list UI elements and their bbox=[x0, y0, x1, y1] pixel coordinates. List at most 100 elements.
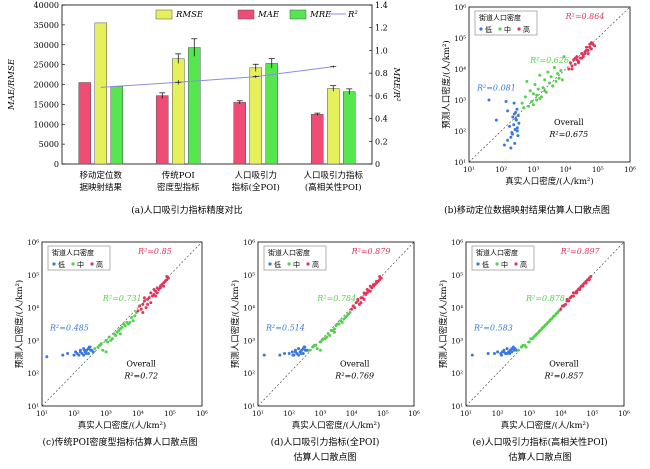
point-high bbox=[350, 307, 354, 311]
point-mid bbox=[107, 335, 111, 339]
y-tick-label: 10⁵ bbox=[243, 272, 255, 280]
point-low bbox=[515, 126, 519, 130]
point-high bbox=[158, 284, 162, 288]
point-low bbox=[297, 347, 301, 351]
point-low bbox=[91, 350, 95, 354]
point-high bbox=[570, 64, 574, 68]
bar-mre bbox=[188, 47, 201, 165]
point-low bbox=[514, 110, 518, 114]
point-mid bbox=[524, 345, 528, 349]
point-high bbox=[155, 291, 159, 295]
point-low bbox=[511, 115, 515, 119]
x-tick-label: 10⁶ bbox=[618, 410, 630, 418]
category-label: 移动定位数 bbox=[79, 170, 122, 181]
point-high bbox=[154, 294, 158, 298]
scatter-frame bbox=[41, 241, 203, 407]
r2-low-label: R²=0.514 bbox=[265, 324, 305, 333]
panel-a-caption: (a)人口吸引力指标精度对比 bbox=[131, 204, 242, 216]
legend-marker-high bbox=[306, 262, 310, 266]
y-tick-label: 10³ bbox=[454, 97, 466, 105]
y2-tick-label: 1.2 bbox=[375, 24, 388, 33]
y-tick-label: 15000 bbox=[34, 100, 59, 109]
r2-mid-label: R²=0.731 bbox=[102, 294, 142, 303]
point-mid bbox=[329, 329, 333, 333]
point-high bbox=[586, 48, 590, 52]
legend-label-rmse: RMSE bbox=[175, 10, 204, 20]
point-high bbox=[142, 296, 146, 300]
point-low bbox=[504, 100, 508, 104]
point-mid bbox=[538, 329, 542, 333]
point-low bbox=[486, 352, 490, 356]
point-mid bbox=[128, 320, 132, 324]
point-low bbox=[283, 352, 287, 356]
legend-swatch-mre bbox=[289, 9, 307, 20]
point-high bbox=[152, 288, 156, 292]
y2-tick-label: 0.8 bbox=[375, 69, 388, 78]
overall-label: Overall bbox=[554, 118, 584, 127]
category-label: 据映射结果 bbox=[79, 182, 122, 193]
point-mid bbox=[348, 311, 352, 315]
point-high bbox=[586, 52, 590, 55]
y-axis-title: MAE/RMSE bbox=[7, 58, 17, 111]
overall-r2-label: R²=0.769 bbox=[334, 372, 374, 381]
x-tick-label: 10⁵ bbox=[587, 410, 599, 418]
point-mid bbox=[528, 89, 532, 93]
x-tick-label: 10² bbox=[68, 410, 80, 418]
point-low bbox=[86, 352, 90, 356]
point-low bbox=[516, 114, 520, 117]
point-high bbox=[149, 301, 153, 305]
y-tick-label: 10¹ bbox=[451, 403, 463, 411]
panel-d-caption-line2: 估算人口散点图 bbox=[293, 451, 356, 463]
point-low bbox=[78, 350, 82, 354]
point-high bbox=[573, 56, 577, 60]
point-high bbox=[147, 296, 151, 300]
point-high bbox=[587, 276, 591, 280]
point-low bbox=[502, 143, 506, 147]
point-low bbox=[515, 107, 519, 111]
y-tick-label: 10⁵ bbox=[451, 272, 463, 280]
y2-tick-label: 0.6 bbox=[375, 92, 388, 101]
point-low bbox=[510, 350, 514, 354]
x-axis-title: 真实人口密度/(人/km²) bbox=[78, 420, 166, 431]
point-mid bbox=[336, 322, 340, 326]
panel-a-bar-chart: 0 5000 10000 15000 20000 25000 30000 35000 40000… bbox=[7, 1, 401, 193]
y-tick-label: 5000 bbox=[39, 140, 59, 149]
y-tick-label: 10⁶ bbox=[451, 239, 463, 247]
x-tick-label: 10¹ bbox=[460, 410, 472, 418]
category-label: 人口吸引力指标 bbox=[303, 170, 363, 181]
legend-marker-mid bbox=[287, 262, 291, 266]
point-mid bbox=[535, 98, 539, 102]
point-high bbox=[571, 291, 575, 295]
point-low bbox=[45, 355, 49, 359]
category-label: 密度型指标 bbox=[157, 182, 200, 193]
point-high bbox=[365, 288, 369, 292]
point-high bbox=[564, 302, 568, 306]
point-mid bbox=[340, 320, 344, 324]
point-low bbox=[72, 353, 76, 357]
point-mid bbox=[130, 315, 134, 319]
point-low bbox=[508, 124, 512, 128]
point-low bbox=[512, 348, 516, 352]
r2-high-label: R²=0.879 bbox=[351, 247, 391, 256]
overall-label: Overall bbox=[340, 360, 370, 369]
point-mid bbox=[332, 330, 336, 334]
x-axis-title: 真实人口密度/(人/km²) bbox=[505, 176, 593, 187]
y-tick-label: 10000 bbox=[34, 120, 59, 129]
point-mid bbox=[120, 325, 124, 329]
point-mid bbox=[546, 70, 550, 74]
legend-marker-mid bbox=[495, 262, 499, 266]
scatter-frame bbox=[465, 241, 625, 407]
point-low bbox=[506, 109, 510, 113]
legend-label-high: 高 bbox=[523, 25, 530, 34]
r2-high-label: R²=0.864 bbox=[565, 12, 605, 21]
y2-tick-label: 0.4 bbox=[375, 115, 388, 124]
x-tick-label: 10¹ bbox=[463, 166, 475, 174]
point-low bbox=[514, 117, 518, 121]
point-low bbox=[77, 353, 81, 357]
legend-title: 街道人口密度 bbox=[476, 248, 518, 257]
point-low bbox=[302, 345, 306, 349]
point-low bbox=[508, 352, 512, 356]
point-low bbox=[509, 146, 513, 150]
